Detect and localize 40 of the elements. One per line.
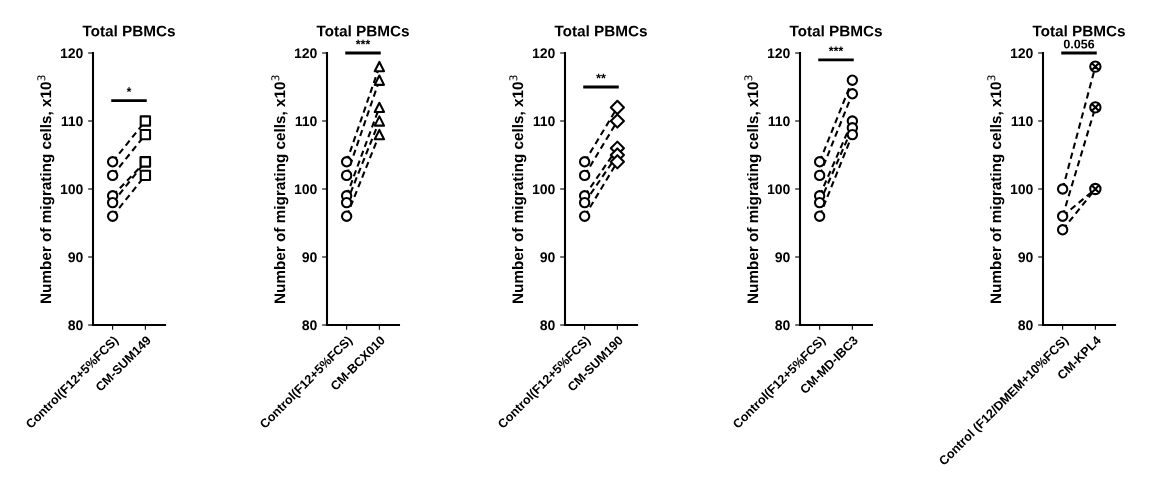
y-tick-label: 100: [767, 184, 790, 195]
annotation: **: [596, 73, 606, 79]
y-axis-title: Number of migrating cells, x10$^{3}$: [509, 75, 527, 303]
y-tick-label: 90: [1018, 252, 1033, 263]
y-axis-title: Number of migrating cells, x10$^{3}$: [271, 75, 289, 303]
y-tick-label: 110: [768, 116, 790, 127]
chart-title: Total PBMCs: [789, 25, 882, 37]
y-tick-label: 110: [1011, 116, 1033, 127]
text: ***: [355, 39, 371, 45]
y-tick-label: 120: [767, 48, 790, 59]
y-tick-label: 80: [1018, 320, 1033, 331]
y-tick-label: 90: [540, 252, 555, 263]
chart-title: Total PBMCs: [82, 25, 175, 37]
y-axis-title: Number of migrating cells, x10$^{3}$: [37, 75, 55, 303]
y-tick-label: 100: [532, 184, 555, 195]
y-tick-label: 80: [68, 320, 83, 331]
y-tick-label: 100: [294, 184, 317, 195]
chart-title: Total PBMCs: [316, 25, 409, 37]
y-tick-label: 120: [60, 48, 83, 59]
text: ***: [828, 46, 844, 52]
chart-title: Total PBMCs: [554, 25, 647, 37]
y-tick-label: 90: [302, 252, 317, 263]
y-tick-label: 120: [294, 48, 317, 59]
y-tick-label: 100: [60, 184, 83, 195]
y-tick-label: 100: [1010, 184, 1033, 195]
y-tick-label: 120: [1010, 48, 1033, 59]
y-tick-label: 80: [540, 320, 555, 331]
y-axis-title: Number of migrating cells, x10$^{3}$: [744, 75, 762, 303]
y-axis-title: Number of migrating cells, x10$^{3}$: [987, 75, 1005, 303]
annotation: *: [126, 87, 132, 93]
text: 0.056: [1063, 39, 1095, 49]
y-tick-label: 80: [775, 320, 790, 331]
y-tick-label: 110: [295, 116, 317, 127]
y-tick-label: 80: [302, 320, 317, 331]
chart-title: Total PBMCs: [1032, 25, 1125, 37]
y-tick-label: 90: [68, 252, 83, 263]
y-tick-label: 110: [533, 116, 555, 127]
y-tick-label: 110: [61, 116, 83, 127]
y-tick-label: 120: [532, 48, 555, 59]
y-tick-label: 90: [775, 252, 790, 263]
